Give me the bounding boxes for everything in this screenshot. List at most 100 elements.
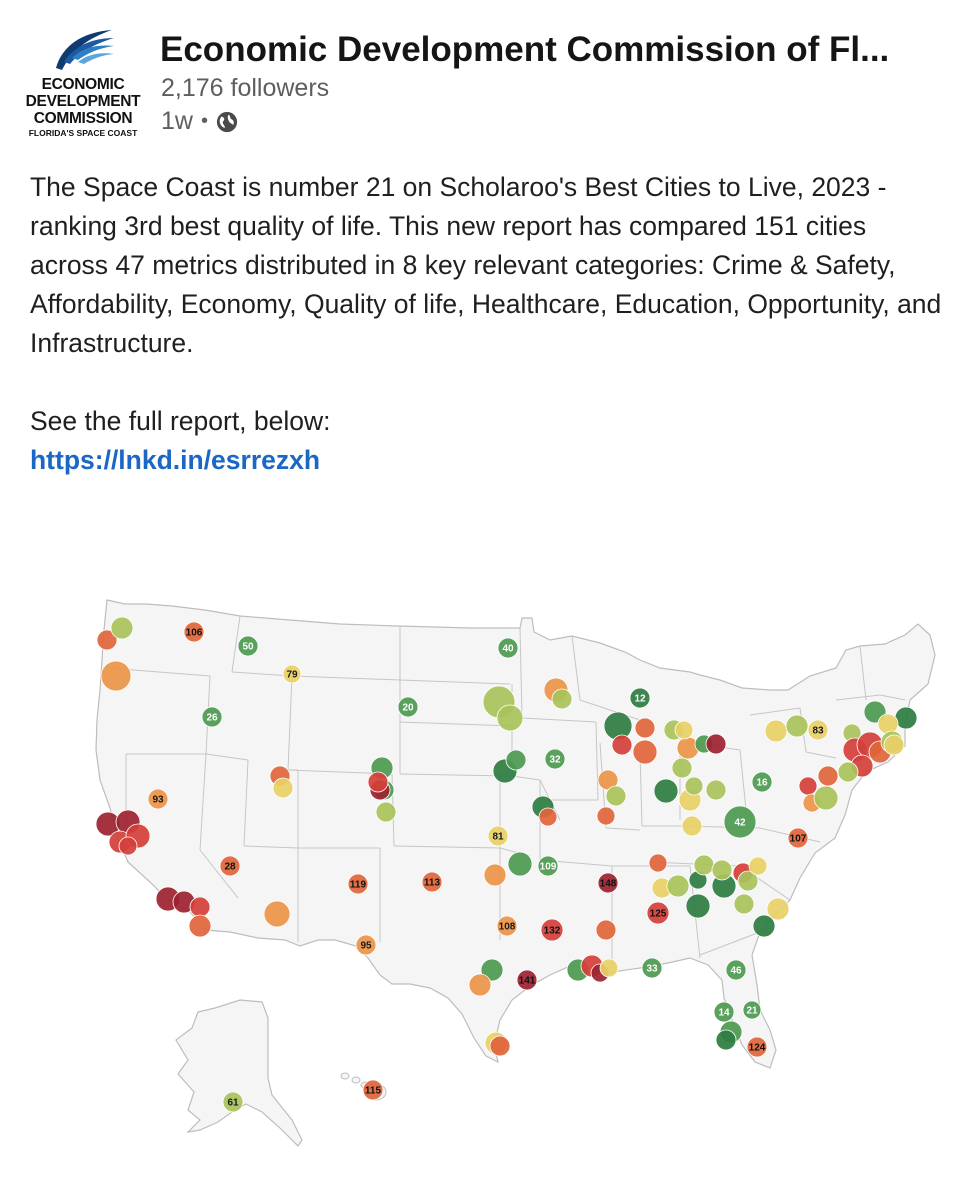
city-marker: 40 xyxy=(497,637,519,659)
city-rank-label: 113 xyxy=(424,878,441,889)
city-marker xyxy=(100,660,132,692)
report-link[interactable]: https://lnkd.in/esrrezxh xyxy=(30,445,321,475)
city-marker xyxy=(595,919,617,941)
city-marker: 148 xyxy=(597,872,619,894)
city-rank-label: 115 xyxy=(365,1086,382,1097)
city-rank-label: 14 xyxy=(718,1008,730,1019)
globe-icon xyxy=(216,111,238,132)
city-marker xyxy=(693,854,715,876)
us-cities-map: 106 50 79 26 20 40 12 32 83 16 42 107 93 81 28 119 113 10… xyxy=(95,599,936,1147)
city-marker xyxy=(705,733,727,755)
city-rank-label: 79 xyxy=(286,670,298,681)
city-marker xyxy=(468,973,492,997)
city-rank-label: 26 xyxy=(206,713,218,724)
city-rank-label: 95 xyxy=(360,941,372,952)
city-rank-label: 81 xyxy=(492,832,504,843)
city-rank-label: 83 xyxy=(812,726,824,737)
city-marker: 21 xyxy=(742,1000,762,1020)
city-marker xyxy=(496,704,524,732)
city-marker xyxy=(505,749,527,771)
city-marker xyxy=(877,713,899,735)
city-marker: 28 xyxy=(219,855,241,877)
city-marker xyxy=(189,896,211,918)
city-rank-label: 132 xyxy=(544,926,561,937)
city-marker xyxy=(188,914,212,938)
city-marker xyxy=(489,1035,511,1057)
city-marker: 132 xyxy=(540,918,564,942)
city-rank-label: 33 xyxy=(646,964,658,975)
city-marker xyxy=(551,688,573,710)
post-image-map[interactable]: 106 50 79 26 20 40 12 32 83 16 42 107 93 81 28 119 113 10… xyxy=(80,595,938,1165)
city-marker xyxy=(118,836,138,856)
city-rank-label: 40 xyxy=(502,644,514,655)
city-marker: 81 xyxy=(487,825,509,847)
city-marker xyxy=(684,776,704,796)
post-body: The Space Coast is number 21 on Scholaro… xyxy=(30,168,950,480)
city-marker xyxy=(110,616,134,640)
city-rank-label: 93 xyxy=(152,795,164,806)
city-marker xyxy=(507,851,533,877)
city-marker xyxy=(764,719,788,743)
city-rank-label: 61 xyxy=(227,1098,239,1109)
city-marker xyxy=(632,739,658,765)
city-rank-label: 107 xyxy=(790,834,807,845)
city-marker: 109 xyxy=(537,855,559,877)
city-marker xyxy=(596,806,616,826)
city-rank-label: 12 xyxy=(634,694,646,705)
city-marker xyxy=(766,897,790,921)
city-marker xyxy=(605,785,627,807)
organization-name[interactable]: Economic Development Commission of Fl... xyxy=(160,30,890,69)
city-marker: 26 xyxy=(201,706,223,728)
city-marker xyxy=(837,761,859,783)
city-marker xyxy=(263,900,291,928)
city-marker: 61 xyxy=(222,1091,244,1113)
city-marker xyxy=(798,776,818,796)
city-rank-label: 141 xyxy=(519,976,536,987)
city-marker xyxy=(367,771,389,793)
city-marker xyxy=(96,629,118,651)
city-rank-label: 125 xyxy=(650,909,667,920)
city-marker xyxy=(480,958,504,982)
post-see-more-text: See the full report, below: xyxy=(30,406,331,436)
meta-separator: • xyxy=(200,110,208,132)
logo-tagline: FLORIDA'S SPACE COAST xyxy=(28,128,138,138)
city-marker: 50 xyxy=(237,635,259,657)
city-marker xyxy=(648,853,668,873)
city-rank-label: 50 xyxy=(242,642,254,653)
city-rank-label: 32 xyxy=(549,755,561,766)
city-marker: 46 xyxy=(725,959,747,981)
city-marker xyxy=(653,778,679,804)
city-marker xyxy=(272,777,294,799)
city-marker: 12 xyxy=(629,687,651,709)
post-meta: 1w • xyxy=(161,107,238,136)
city-marker: 20 xyxy=(397,696,419,718)
city-marker xyxy=(483,863,507,887)
company-logo[interactable]: ECONOMIC DEVELOPMENT COMMISSION FLORIDA'… xyxy=(22,20,144,138)
city-marker xyxy=(685,893,711,919)
post-header: ECONOMIC DEVELOPMENT COMMISSION FLORIDA'… xyxy=(22,20,952,140)
city-marker xyxy=(752,914,776,938)
city-rank-label: 46 xyxy=(730,966,742,977)
city-marker xyxy=(705,779,727,801)
city-marker: 83 xyxy=(807,719,829,741)
city-marker: 108 xyxy=(496,915,518,937)
city-marker: 42 xyxy=(723,805,757,839)
city-marker xyxy=(813,785,839,811)
city-marker: 16 xyxy=(751,771,773,793)
city-marker xyxy=(375,801,397,823)
city-marker: 141 xyxy=(516,969,538,991)
city-marker xyxy=(748,856,768,876)
city-marker xyxy=(634,717,656,739)
rocket-swoosh-icon xyxy=(56,30,114,70)
city-marker xyxy=(737,870,759,892)
city-marker xyxy=(538,807,558,827)
city-marker: 125 xyxy=(646,901,670,925)
city-marker xyxy=(733,893,755,915)
post-paragraph: The Space Coast is number 21 on Scholaro… xyxy=(30,172,942,358)
city-rank-label: 21 xyxy=(746,1006,758,1017)
logo-text-line: DEVELOPMENT xyxy=(25,93,141,110)
city-marker: 14 xyxy=(713,1001,735,1023)
city-marker xyxy=(817,765,839,787)
city-marker xyxy=(666,874,690,898)
city-rank-label: 124 xyxy=(749,1043,766,1054)
